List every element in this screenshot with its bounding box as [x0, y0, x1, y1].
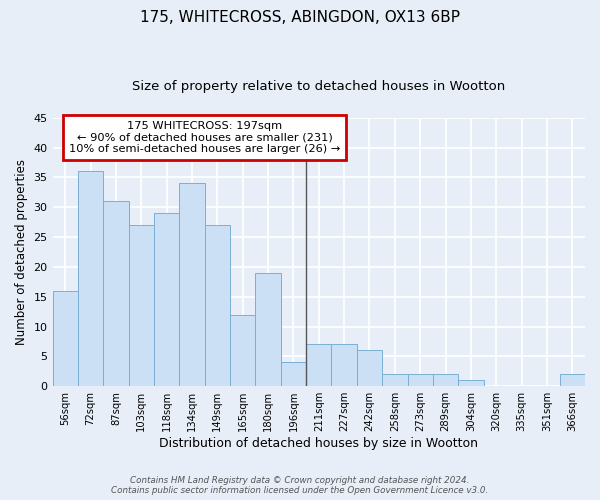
Text: 175 WHITECROSS: 197sqm
← 90% of detached houses are smaller (231)
10% of semi-de: 175 WHITECROSS: 197sqm ← 90% of detached…	[69, 121, 340, 154]
Bar	[230, 314, 256, 386]
Y-axis label: Number of detached properties: Number of detached properties	[15, 159, 28, 345]
Bar	[281, 362, 306, 386]
Bar	[407, 374, 433, 386]
Bar	[458, 380, 484, 386]
Bar	[306, 344, 331, 386]
X-axis label: Distribution of detached houses by size in Wootton: Distribution of detached houses by size …	[159, 437, 478, 450]
Text: 175, WHITECROSS, ABINGDON, OX13 6BP: 175, WHITECROSS, ABINGDON, OX13 6BP	[140, 10, 460, 25]
Bar	[103, 202, 128, 386]
Text: Contains HM Land Registry data © Crown copyright and database right 2024.
Contai: Contains HM Land Registry data © Crown c…	[112, 476, 488, 495]
Bar	[331, 344, 357, 386]
Bar	[154, 213, 179, 386]
Bar	[357, 350, 382, 386]
Bar	[179, 184, 205, 386]
Bar	[205, 225, 230, 386]
Bar	[382, 374, 407, 386]
Bar	[433, 374, 458, 386]
Bar	[128, 225, 154, 386]
Bar	[53, 291, 78, 386]
Bar	[78, 172, 103, 386]
Bar	[256, 273, 281, 386]
Title: Size of property relative to detached houses in Wootton: Size of property relative to detached ho…	[132, 80, 505, 93]
Bar	[560, 374, 585, 386]
